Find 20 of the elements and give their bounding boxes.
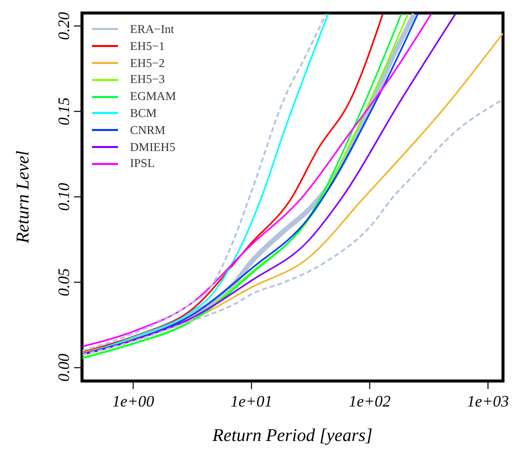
legend-label: EH5−2 (130, 54, 165, 72)
y-tick-label: 0.10 (56, 182, 73, 211)
legend-label: IPSL (130, 155, 155, 172)
legend-label: ERA−Int (130, 21, 174, 38)
legend-label: EH5−3 (130, 71, 165, 88)
y-tick-label: 0.05 (56, 268, 73, 296)
legend-label: BCM (130, 104, 157, 122)
legend-label: EH5−1 (130, 38, 165, 55)
legend-label: DMIEH5 (130, 138, 176, 156)
x-tick-label: 1e+01 (230, 393, 272, 410)
legend-label: EGMAM (130, 88, 176, 105)
y-tick-label: 0.00 (56, 354, 73, 382)
legend-label: CNRM (130, 122, 166, 139)
x-tick-label: 1e+00 (112, 393, 154, 410)
y-axis-title: Return Level (12, 150, 32, 244)
x-axis-title: Return Period [years] (212, 425, 372, 445)
y-tick-label: 0.20 (56, 12, 73, 40)
x-tick-label: 1e+02 (348, 393, 391, 410)
x-tick-label: 1e+03 (467, 393, 509, 410)
y-tick-label: 0.15 (56, 97, 73, 126)
